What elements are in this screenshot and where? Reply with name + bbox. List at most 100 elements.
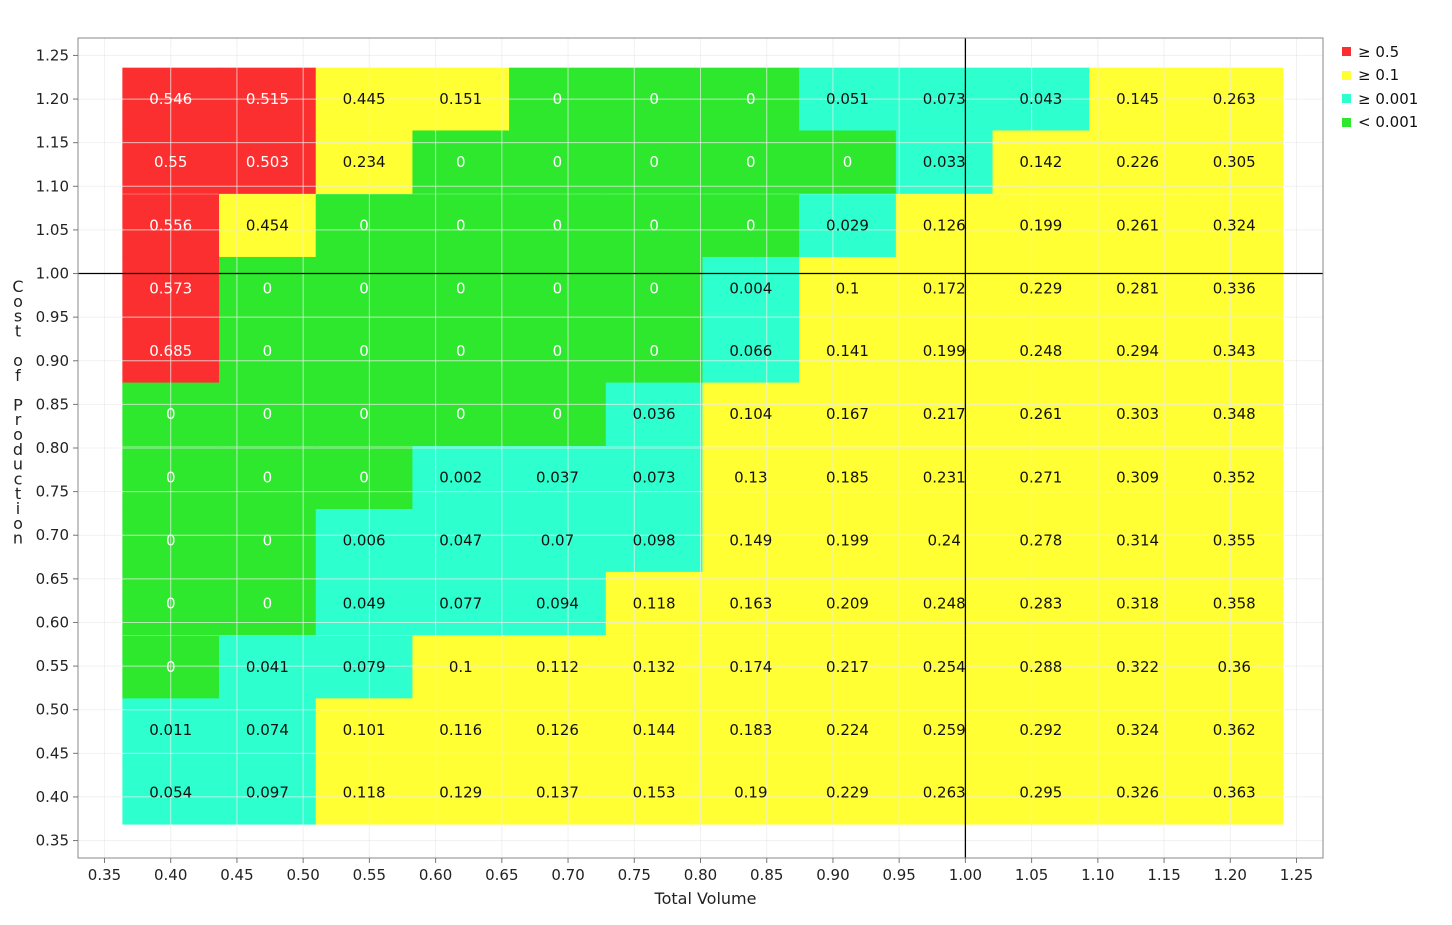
cell-label: 0.002 bbox=[439, 469, 482, 487]
heatmap-cell bbox=[1089, 571, 1187, 636]
x-tick-label: 0.45 bbox=[220, 866, 253, 884]
cell-label: 0 bbox=[553, 153, 563, 171]
cell-label: 0.126 bbox=[536, 721, 579, 739]
heatmap-cell bbox=[315, 509, 414, 573]
cell-label: 0.271 bbox=[1019, 469, 1062, 487]
heatmap-cell bbox=[1185, 635, 1284, 699]
cell-label: 0.556 bbox=[149, 217, 192, 235]
heatmap-cell bbox=[1089, 761, 1187, 825]
cell-label: 0.104 bbox=[729, 405, 772, 423]
heatmap-cell bbox=[1089, 446, 1187, 510]
y-tick-label: 0.95 bbox=[36, 308, 69, 326]
cell-label: 0.036 bbox=[633, 405, 676, 423]
cell-label: 0.047 bbox=[439, 531, 482, 549]
cell-label: 0.352 bbox=[1213, 469, 1256, 487]
heatmap-cell bbox=[895, 130, 994, 194]
cell-label: 0 bbox=[649, 342, 659, 360]
heatmap-cell bbox=[992, 698, 1090, 762]
heatmap-cell bbox=[702, 571, 800, 636]
heatmap-cell bbox=[509, 130, 607, 194]
cell-label: 0.011 bbox=[149, 721, 192, 739]
heatmap-cell bbox=[509, 319, 607, 384]
heatmap-cell bbox=[799, 319, 897, 384]
heatmap-cell bbox=[219, 319, 317, 384]
cell-label: 0.1 bbox=[449, 658, 473, 676]
heatmap-cell bbox=[605, 698, 704, 762]
cell-label: 0.685 bbox=[149, 342, 192, 360]
legend-item: ≥ 0.001 bbox=[1342, 87, 1418, 111]
heatmap-cell bbox=[702, 382, 800, 446]
heatmap-cell bbox=[799, 130, 897, 194]
cell-label: 0.101 bbox=[343, 721, 386, 739]
heatmap-cell bbox=[509, 382, 607, 446]
heatmap-cell bbox=[315, 446, 414, 510]
y-tick-label: 1.05 bbox=[36, 221, 69, 239]
cell-label: 0.041 bbox=[246, 658, 289, 676]
cell-label: 0.172 bbox=[923, 279, 966, 297]
cell-label: 0.263 bbox=[1213, 90, 1256, 108]
heatmap-cell bbox=[992, 635, 1090, 699]
cell-label: 0.281 bbox=[1116, 279, 1159, 297]
heatmap-cell bbox=[605, 319, 704, 384]
cell-label: 0.248 bbox=[1019, 342, 1062, 360]
heatmap-cell bbox=[412, 761, 510, 825]
cell-label: 0 bbox=[359, 217, 369, 235]
heatmap-cell bbox=[895, 509, 994, 573]
cell-label: 0 bbox=[746, 153, 756, 171]
cell-label: 0 bbox=[746, 217, 756, 235]
x-tick-label: 1.15 bbox=[1147, 866, 1180, 884]
heatmap-cell bbox=[1185, 319, 1284, 384]
cell-label: 0 bbox=[456, 405, 466, 423]
y-tick-label: 0.70 bbox=[36, 526, 69, 544]
cell-label: 0.153 bbox=[633, 784, 676, 802]
cell-label: 0.049 bbox=[343, 594, 386, 612]
y-tick-label: 0.50 bbox=[36, 701, 69, 719]
heatmap-cell bbox=[219, 698, 317, 762]
cell-label: 0 bbox=[553, 217, 563, 235]
cell-label: 0.322 bbox=[1116, 658, 1159, 676]
cell-label: 0 bbox=[649, 90, 659, 108]
heatmap-cell bbox=[992, 194, 1090, 258]
heatmap-cell bbox=[412, 194, 510, 258]
x-tick-label: 0.50 bbox=[286, 866, 319, 884]
heatmap-cell bbox=[1185, 256, 1284, 321]
x-tick-label: 1.05 bbox=[1015, 866, 1048, 884]
cell-label: 0.074 bbox=[246, 721, 289, 739]
cell-label: 0.363 bbox=[1213, 784, 1256, 802]
x-tick-label: 0.40 bbox=[154, 866, 187, 884]
heatmap-cell bbox=[315, 382, 414, 446]
cell-label: 0.336 bbox=[1213, 279, 1256, 297]
y-tick-label: 0.90 bbox=[36, 352, 69, 370]
heatmap-cell bbox=[702, 761, 800, 825]
heatmap-cell bbox=[895, 761, 994, 825]
y-tick-label: 0.40 bbox=[36, 788, 69, 806]
cell-label: 0.36 bbox=[1218, 658, 1251, 676]
heatmap-cell bbox=[702, 130, 800, 194]
heatmap-cell bbox=[799, 194, 897, 258]
heatmap-cell bbox=[219, 382, 317, 446]
cell-label: 0 bbox=[553, 405, 563, 423]
heatmap-cell bbox=[315, 698, 414, 762]
heatmap-cell bbox=[219, 130, 317, 194]
heatmap-cell bbox=[702, 446, 800, 510]
cell-label: 0 bbox=[456, 153, 466, 171]
cell-label: 0.309 bbox=[1116, 469, 1159, 487]
heatmap-cell bbox=[992, 130, 1090, 194]
cell-label: 0.129 bbox=[439, 784, 482, 802]
heatmap-cell bbox=[992, 571, 1090, 636]
cell-label: 0 bbox=[263, 279, 273, 297]
legend-label: < 0.001 bbox=[1358, 113, 1419, 132]
cell-label: 0.07 bbox=[541, 531, 574, 549]
heatmap-cell bbox=[412, 509, 510, 573]
heatmap-cell bbox=[605, 446, 704, 510]
y-tick-label: 1.00 bbox=[36, 265, 69, 283]
cell-label: 0.199 bbox=[826, 531, 869, 549]
cell-label: 0.118 bbox=[633, 594, 676, 612]
cell-label: 0.348 bbox=[1213, 405, 1256, 423]
cell-label: 0.318 bbox=[1116, 594, 1159, 612]
y-axis: 0.35 0.40 0.45 0.50 0.55 0.60 0.65 0.70 0.75 0.80… bbox=[36, 46, 78, 850]
cell-label: 0.043 bbox=[1019, 90, 1062, 108]
cell-label: 0.288 bbox=[1019, 658, 1062, 676]
heatmap-cell bbox=[315, 571, 414, 636]
